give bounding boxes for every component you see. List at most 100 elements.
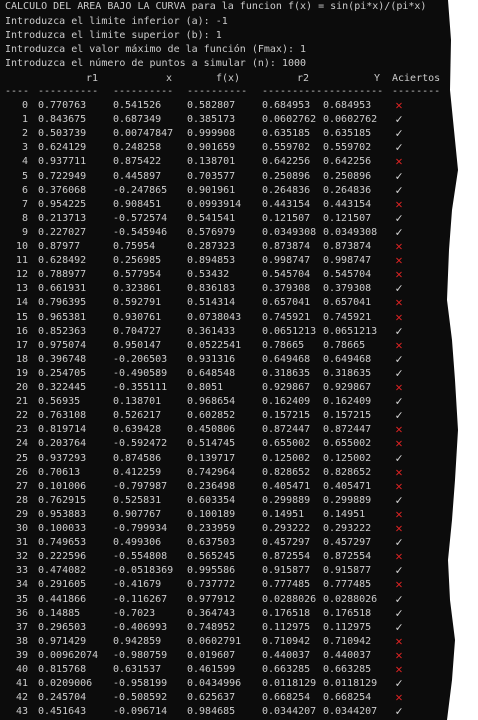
check-icon: ✓ — [395, 224, 403, 239]
row-index: 14 — [15, 297, 28, 309]
r2-value: 0.929867 — [262, 382, 311, 393]
r1-value: 0.254705 — [38, 367, 87, 379]
fx-value: 0.139717 — [187, 452, 236, 464]
r2-value: 0.828652 — [262, 466, 311, 478]
r2-value: 0.0602762 — [262, 114, 317, 126]
r2-value: 0.872554 — [262, 551, 311, 563]
y-value: 0.157215 — [323, 410, 372, 422]
r1-value: 0.624129 — [38, 142, 87, 154]
fx-value: 0.0602791 — [187, 635, 242, 647]
r1-value: 0.975074 — [38, 339, 87, 351]
y-value: 0.405471 — [323, 480, 372, 492]
x-value: -0.508592 — [113, 692, 168, 704]
column-header-x: x — [166, 73, 173, 84]
y-value: 0.828652 — [323, 466, 372, 478]
check-icon: ✓ — [395, 210, 403, 225]
table-row: 41 0.0209006 -0.958199 0.0434996 0.0118129 0.… — [0, 677, 458, 690]
row-index: 28 — [15, 494, 28, 506]
row-index: 16 — [15, 325, 28, 337]
row-index: 27 — [15, 480, 28, 492]
miss-icon: ✕ — [395, 422, 403, 437]
x-value: -0.799934 — [113, 523, 168, 534]
table-row: 35 0.441866 -0.116267 0.977912 0.0288026 0.02… — [0, 592, 458, 606]
r2-value: 0.915877 — [262, 565, 311, 577]
y-value: 0.745921 — [323, 311, 372, 323]
x-value: 0.577954 — [113, 269, 162, 281]
row-index: 4 — [21, 156, 28, 168]
table-row: 9 0.227027 -0.545946 0.576979 0.0349308 0.034… — [0, 224, 458, 239]
separator-x: ---------- — [113, 86, 174, 97]
y-value: 0.684953 — [323, 100, 372, 111]
y-value: 0.642256 — [323, 156, 372, 168]
row-index: 40 — [15, 664, 28, 675]
clipped-text-fragment: 1. — [461, 452, 474, 463]
row-index: 9 — [21, 226, 28, 238]
fx-value: 0.0522541 — [187, 339, 242, 351]
clipped-text-fragment: 1. — [462, 592, 475, 603]
fx-value: 0.385173 — [187, 114, 236, 126]
fx-value: 0.637503 — [187, 537, 236, 549]
x-value: 0.445897 — [113, 170, 162, 182]
fx-value: 0.514745 — [187, 438, 236, 450]
table-row: 1 0.843675 0.687349 0.385173 0.0602762 0.0602… — [0, 113, 458, 126]
row-index: 29 — [15, 508, 28, 520]
r2-value: 0.710942 — [262, 635, 311, 647]
x-value: -0.355111 — [113, 382, 168, 393]
y-value: 0.872554 — [323, 551, 372, 563]
y-value: 0.14951 — [323, 508, 366, 520]
x-value: 0.256985 — [113, 255, 162, 267]
r2-value: 0.559702 — [262, 142, 311, 154]
x-value: -0.406993 — [113, 621, 168, 633]
fx-value: 0.968654 — [187, 396, 236, 408]
r1-value: 0.100033 — [38, 523, 87, 534]
y-value: 0.125002 — [323, 452, 372, 464]
row-index: 12 — [15, 269, 28, 281]
row-index: 19 — [15, 367, 28, 379]
y-value: 0.162409 — [323, 396, 372, 408]
r2-value: 0.0118129 — [262, 678, 317, 690]
fx-value: 0.233959 — [187, 523, 236, 534]
x-value: -0.572574 — [113, 212, 168, 224]
table-row: 31 0.749653 0.499306 0.637503 0.457297 0.4572… — [0, 535, 458, 550]
table-row: 39 0.00962074 -0.980759 0.019607 0.440037 0.4… — [0, 648, 458, 662]
table-row: 26 0.70613 0.412259 0.742964 0.828652 0.82865… — [0, 465, 458, 479]
fx-value: 0.995586 — [187, 565, 236, 577]
y-value: 0.998747 — [323, 255, 372, 267]
r1-value: 0.852363 — [38, 325, 87, 337]
r2-value: 0.440037 — [262, 649, 311, 661]
separator-r2: ---------- — [262, 86, 323, 97]
row-index: 38 — [15, 635, 28, 647]
fx-value: 0.450806 — [187, 424, 236, 436]
r2-value: 0.443154 — [262, 198, 311, 210]
x-value: 0.526217 — [113, 410, 162, 422]
row-index: 10 — [15, 241, 28, 252]
table-row: 32 0.222596 -0.554808 0.565245 0.872554 0.872… — [0, 550, 458, 563]
r2-value: 0.635185 — [262, 128, 311, 140]
fx-value: 0.737772 — [187, 579, 236, 591]
x-value: 0.631537 — [113, 664, 162, 675]
fx-value: 0.625637 — [187, 692, 236, 704]
y-value: 0.872447 — [323, 424, 372, 436]
r1-value: 0.788977 — [38, 269, 87, 281]
check-icon: ✓ — [395, 450, 403, 465]
x-value: -0.490589 — [113, 367, 168, 379]
miss-icon: ✕ — [395, 380, 403, 394]
check-icon: ✓ — [395, 535, 403, 550]
row-index: 22 — [15, 410, 28, 422]
y-value: 0.635185 — [323, 128, 372, 140]
check-icon: ✓ — [395, 619, 403, 634]
y-value: 0.121507 — [323, 212, 372, 224]
y-value: 0.545704 — [323, 269, 372, 281]
y-value: 0.443154 — [323, 198, 372, 210]
table-row: 33 0.474082 -0.0518369 0.995586 0.915877 0.91… — [0, 563, 458, 578]
check-icon: ✓ — [395, 563, 403, 578]
r1-value: 0.843675 — [38, 114, 87, 126]
x-value: -0.958199 — [113, 678, 168, 690]
x-value: 0.248258 — [113, 142, 162, 154]
table-row: 15 0.965381 0.930761 0.0738043 0.745921 0.745… — [0, 310, 458, 324]
check-icon: ✓ — [395, 605, 403, 620]
r1-value: 0.00962074 — [38, 649, 99, 661]
x-value: 0.00747847 — [113, 128, 174, 140]
r1-value: 0.953883 — [38, 508, 87, 520]
